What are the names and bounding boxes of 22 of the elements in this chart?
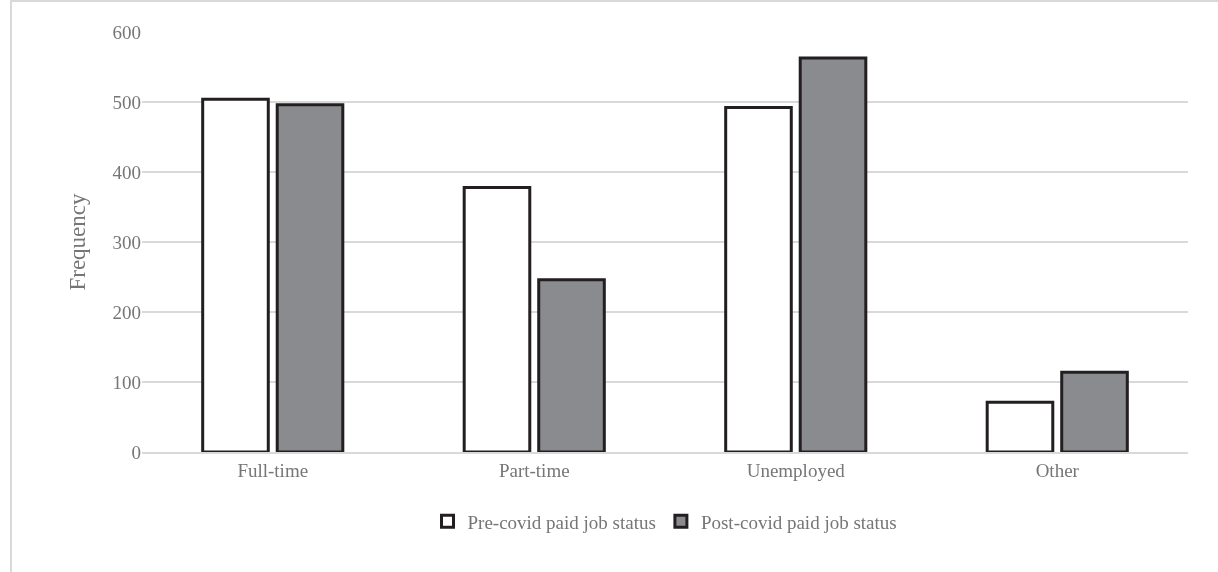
- y-tick-label: 0: [131, 441, 141, 463]
- y-tick-label: 500: [112, 91, 141, 113]
- bar: [275, 103, 345, 452]
- bar: [985, 400, 1055, 452]
- y-tick-label: 200: [112, 301, 141, 323]
- bar: [201, 97, 270, 452]
- y-tick-label: 600: [112, 21, 141, 43]
- legend-label: Pre-covid paid job status: [467, 511, 656, 533]
- y-tick-label: 300: [112, 231, 141, 253]
- y-tick-label: 100: [112, 371, 141, 393]
- x-tick-label: Unemployed: [746, 459, 846, 481]
- bar: [1060, 370, 1129, 452]
- legend-label: Post-covid paid job status: [700, 511, 897, 533]
- bar: [798, 56, 868, 452]
- x-tick-label: Other: [1035, 459, 1080, 481]
- y-axis-title: Frequency: [64, 192, 90, 291]
- x-tick-label: Full-time: [237, 459, 309, 481]
- bar: [724, 106, 793, 452]
- x-tick-label: Part-time: [498, 459, 570, 481]
- bar: [462, 185, 532, 452]
- y-tick-label: 400: [112, 161, 141, 183]
- bar: [537, 278, 606, 452]
